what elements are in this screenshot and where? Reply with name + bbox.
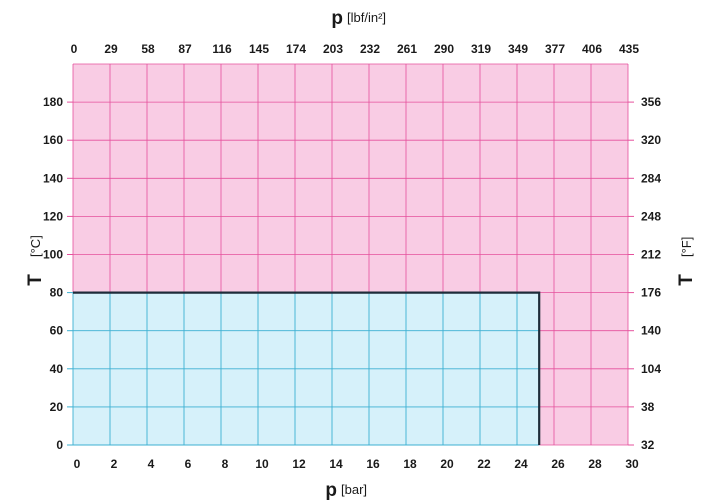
top-tick-label: 29 xyxy=(104,42,118,56)
bottom-tick-label: 26 xyxy=(551,457,565,471)
top-tick-label: 174 xyxy=(286,42,306,56)
bottom-axis-unit: [bar] xyxy=(341,482,367,497)
left-tick-label: 20 xyxy=(50,400,64,414)
right-axis-unit: [°F] xyxy=(679,237,694,257)
top-tick-label: 203 xyxy=(323,42,343,56)
right-axis-symbol: T xyxy=(676,274,697,286)
right-tick-label: 38 xyxy=(641,400,655,414)
bottom-tick-label: 12 xyxy=(292,457,306,471)
left-tick-label: 0 xyxy=(56,438,63,452)
bottom-tick-label: 18 xyxy=(403,457,417,471)
right-tick-label: 212 xyxy=(641,248,661,262)
bottom-tick-label: 4 xyxy=(148,457,155,471)
bottom-tick-label: 16 xyxy=(366,457,380,471)
right-tick-label: 140 xyxy=(641,324,661,338)
left-tick-label: 120 xyxy=(43,209,63,223)
top-tick-label: 261 xyxy=(397,42,417,56)
left-tick-label: 100 xyxy=(43,248,63,262)
right-tick-label: 104 xyxy=(641,362,661,376)
top-tick-label: 377 xyxy=(545,42,565,56)
top-tick-label: 232 xyxy=(360,42,380,56)
right-tick-label: 320 xyxy=(641,133,661,147)
top-tick-label: 319 xyxy=(471,42,491,56)
top-tick-label: 0 xyxy=(71,42,78,56)
left-tick-label: 140 xyxy=(43,171,63,185)
bottom-axis-symbol: p xyxy=(325,480,337,500)
top-axis-symbol: p xyxy=(331,8,343,29)
bottom-tick-label: 22 xyxy=(477,457,491,471)
right-tick-label: 32 xyxy=(641,438,655,452)
right-tick-label: 176 xyxy=(641,286,661,300)
left-axis-symbol: T xyxy=(25,274,46,286)
bottom-tick-label: 24 xyxy=(514,457,528,471)
bottom-tick-label: 6 xyxy=(185,457,192,471)
bottom-tick-label: 28 xyxy=(588,457,602,471)
left-axis-unit: [°C] xyxy=(28,235,43,257)
top-tick-label: 87 xyxy=(178,42,192,56)
operating-limit-line xyxy=(73,291,541,445)
bottom-tick-label: 30 xyxy=(625,457,639,471)
top-tick-label: 349 xyxy=(508,42,528,56)
right-tick-label: 248 xyxy=(641,209,661,223)
top-tick-label: 145 xyxy=(249,42,269,56)
left-tick-label: 160 xyxy=(43,133,63,147)
left-tick-label: 40 xyxy=(50,362,64,376)
bottom-tick-label: 10 xyxy=(255,457,269,471)
bottom-tick-label: 0 xyxy=(74,457,81,471)
top-axis-unit: [lbf/in²] xyxy=(347,10,386,25)
top-tick-label: 58 xyxy=(141,42,155,56)
bottom-tick-label: 20 xyxy=(440,457,454,471)
left-tick-label: 180 xyxy=(43,95,63,109)
left-tick-label: 60 xyxy=(50,324,64,338)
right-tick-label: 356 xyxy=(641,95,661,109)
top-tick-label: 290 xyxy=(434,42,454,56)
bottom-tick-label: 2 xyxy=(111,457,118,471)
top-tick-label: 435 xyxy=(619,42,639,56)
left-tick-label: 80 xyxy=(50,286,64,300)
top-tick-label: 116 xyxy=(212,42,232,56)
top-tick-label: 406 xyxy=(582,42,602,56)
right-tick-label: 284 xyxy=(641,171,661,185)
bottom-tick-label: 14 xyxy=(329,457,343,471)
bottom-tick-label: 8 xyxy=(222,457,229,471)
